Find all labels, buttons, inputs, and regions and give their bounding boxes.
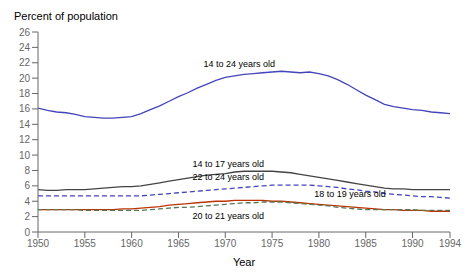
svg-text:18: 18 [19,88,31,99]
svg-text:1960: 1960 [121,238,144,249]
svg-text:6: 6 [24,180,30,191]
svg-text:14 to 24 years old: 14 to 24 years old [204,59,276,69]
svg-text:24: 24 [19,42,31,53]
svg-text:20: 20 [19,73,31,84]
svg-text:8: 8 [24,165,30,176]
svg-text:1980: 1980 [308,238,331,249]
svg-text:18 to 19 years old: 18 to 19 years old [314,189,386,199]
svg-text:14 to 17 years old: 14 to 17 years old [193,159,265,169]
svg-text:22 to 24 years old: 22 to 24 years old [193,172,265,182]
svg-text:1990: 1990 [401,238,424,249]
svg-text:10: 10 [19,150,31,161]
svg-text:1955: 1955 [74,238,97,249]
svg-text:26: 26 [19,27,31,38]
svg-text:14: 14 [19,119,31,130]
svg-text:2: 2 [24,211,30,222]
html-text:Percent of population: Percent of population [14,10,118,22]
svg-text:Year: Year [233,256,256,268]
svg-text:1970: 1970 [214,238,237,249]
svg-text:1985: 1985 [355,238,378,249]
svg-text:1975: 1975 [261,238,284,249]
svg-text:12: 12 [19,134,31,145]
svg-text:22: 22 [19,57,31,68]
svg-text:1965: 1965 [167,238,190,249]
svg-text:0: 0 [24,227,30,238]
svg-text:20 to 21 years old: 20 to 21 years old [193,211,265,221]
svg-text:16: 16 [19,103,31,114]
svg-text:4: 4 [24,196,30,207]
svg-text:1994: 1994 [439,238,462,249]
svg-text:1950: 1950 [27,238,50,249]
